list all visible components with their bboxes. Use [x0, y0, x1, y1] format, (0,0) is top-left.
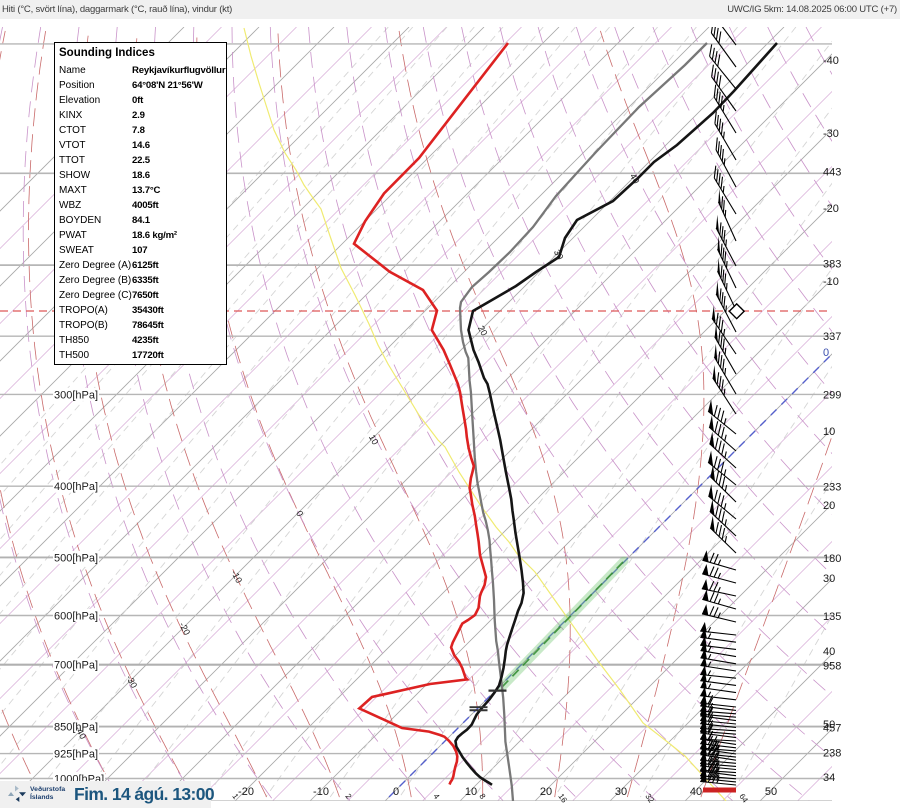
svg-text:300[hPa]: 300[hPa] — [54, 389, 98, 401]
svg-text:500[hPa]: 500[hPa] — [54, 552, 98, 564]
svg-text:-10: -10 — [313, 786, 329, 798]
svg-text:-30: -30 — [823, 128, 839, 140]
svg-text:16: 16 — [556, 792, 569, 805]
svg-text:20: 20 — [540, 786, 552, 798]
svg-text:850[hPa]: 850[hPa] — [54, 722, 98, 734]
svg-text:40: 40 — [628, 172, 642, 186]
svg-text:-10: -10 — [229, 568, 244, 584]
svg-text:8: 8 — [477, 792, 487, 801]
svg-text:40: 40 — [823, 646, 835, 658]
svg-text:600[hPa]: 600[hPa] — [54, 611, 98, 623]
svg-text:958: 958 — [823, 661, 841, 673]
svg-text:20: 20 — [476, 324, 490, 338]
svg-text:299: 299 — [823, 390, 841, 402]
svg-text:180: 180 — [823, 553, 841, 565]
svg-text:-30: -30 — [124, 673, 139, 689]
svg-text:30: 30 — [615, 786, 627, 798]
svg-text:337: 337 — [823, 331, 841, 343]
svg-text:-20: -20 — [177, 620, 192, 636]
svg-text:2: 2 — [343, 792, 353, 801]
svg-text:30: 30 — [823, 573, 835, 585]
svg-text:238: 238 — [823, 748, 841, 760]
svg-text:-10: -10 — [823, 276, 839, 288]
svg-text:30: 30 — [552, 248, 566, 262]
svg-text:135: 135 — [823, 611, 841, 623]
svg-text:20: 20 — [823, 500, 835, 512]
svg-text:700[hPa]: 700[hPa] — [54, 660, 98, 672]
svg-text:10: 10 — [367, 433, 381, 447]
svg-text:-20: -20 — [238, 786, 254, 798]
svg-text:925[hPa]: 925[hPa] — [54, 749, 98, 761]
svg-text:383: 383 — [823, 259, 841, 271]
svg-text:400[hPa]: 400[hPa] — [54, 481, 98, 493]
svg-text:4: 4 — [431, 792, 441, 801]
svg-text:0: 0 — [393, 786, 399, 798]
svg-text:64: 64 — [737, 792, 750, 805]
svg-text:-40: -40 — [823, 55, 839, 67]
svg-text:34: 34 — [823, 772, 835, 784]
svg-text:233: 233 — [823, 482, 841, 494]
svg-text:50: 50 — [765, 786, 777, 798]
svg-text:10: 10 — [823, 426, 835, 438]
svg-text:0: 0 — [823, 347, 829, 359]
svg-text:50: 50 — [823, 719, 835, 731]
svg-text:10: 10 — [465, 786, 477, 798]
svg-text:443: 443 — [823, 167, 841, 179]
svg-text:-20: -20 — [823, 203, 839, 215]
svg-text:40: 40 — [690, 786, 702, 798]
svg-text:0: 0 — [294, 509, 305, 518]
svg-text:1: 1 — [230, 792, 240, 801]
svg-text:457: 457 — [823, 723, 841, 735]
